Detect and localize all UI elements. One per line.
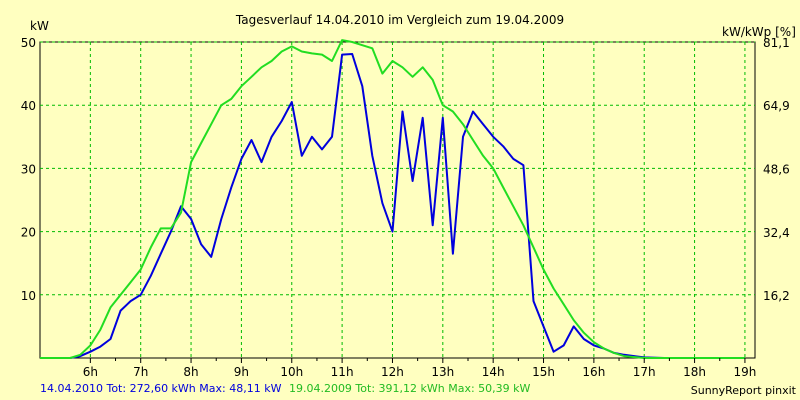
plot-frame bbox=[39, 41, 756, 359]
y-tick-label-3: 40 bbox=[21, 99, 36, 113]
y-tick-label-0: 10 bbox=[21, 289, 36, 303]
x-tick-label-10: 16h bbox=[582, 365, 605, 379]
y-axis-label: kW bbox=[30, 19, 49, 33]
x-axis-ticks: 6h 7h 8h 9h 10h 11h 12h 13h 14h 15h 16h 17h 18h 19h bbox=[83, 358, 756, 379]
series2-summary: 19.04.2009 Tot: 391,12 kWh Max: 50,39 kW bbox=[289, 382, 531, 395]
x-tick-label-4: 10h bbox=[280, 365, 303, 379]
x-tick-label-1: 7h bbox=[133, 365, 148, 379]
footer-summary: 14.04.2010 Tot: 272,60 kWh Max: 48,11 kW… bbox=[40, 382, 531, 395]
x-tick-label-0: 6h bbox=[83, 365, 98, 379]
series1-summary: 14.04.2010 Tot: 272,60 kWh Max: 48,11 kW bbox=[40, 382, 282, 395]
series-line-1 bbox=[40, 53, 745, 359]
x-tick-label-6: 12h bbox=[381, 365, 404, 379]
series-line-2 bbox=[40, 39, 745, 359]
y2-tick-label-0: 16,2 bbox=[763, 289, 790, 303]
grid bbox=[40, 41, 755, 358]
y2-tick-label-4: 81,1 bbox=[763, 36, 790, 50]
x-tick-label-7: 13h bbox=[431, 365, 454, 379]
y-tick-label-4: 50 bbox=[21, 36, 36, 50]
y2-axis-label: kW/kWp [%] bbox=[722, 25, 796, 39]
chart-title: Tagesverlauf 14.04.2010 im Vergleich zum… bbox=[235, 13, 564, 27]
credit: SunnyReport pinxit bbox=[691, 384, 797, 397]
x-tick-label-2: 8h bbox=[183, 365, 198, 379]
x-tick-label-9: 15h bbox=[532, 365, 555, 379]
x-tick-label-5: 11h bbox=[331, 365, 354, 379]
y2-tick-label-2: 48,6 bbox=[763, 163, 790, 177]
series-group bbox=[40, 39, 745, 359]
x-tick-label-11: 17h bbox=[633, 365, 656, 379]
y-tick-label-2: 30 bbox=[21, 162, 36, 176]
y2-axis-ticks: 16,2 32,4 48,6 64,9 81,1 bbox=[763, 36, 790, 303]
x-tick-label-13: 19h bbox=[733, 365, 756, 379]
x-tick-label-12: 18h bbox=[683, 365, 706, 379]
y2-tick-label-1: 32,4 bbox=[763, 226, 790, 240]
y-axis-ticks: 10 20 30 40 50 bbox=[21, 36, 36, 303]
x-tick-label-3: 9h bbox=[234, 365, 249, 379]
y-tick-label-1: 20 bbox=[21, 226, 36, 240]
x-tick-label-8: 14h bbox=[482, 365, 505, 379]
y2-tick-label-3: 64,9 bbox=[763, 99, 790, 113]
